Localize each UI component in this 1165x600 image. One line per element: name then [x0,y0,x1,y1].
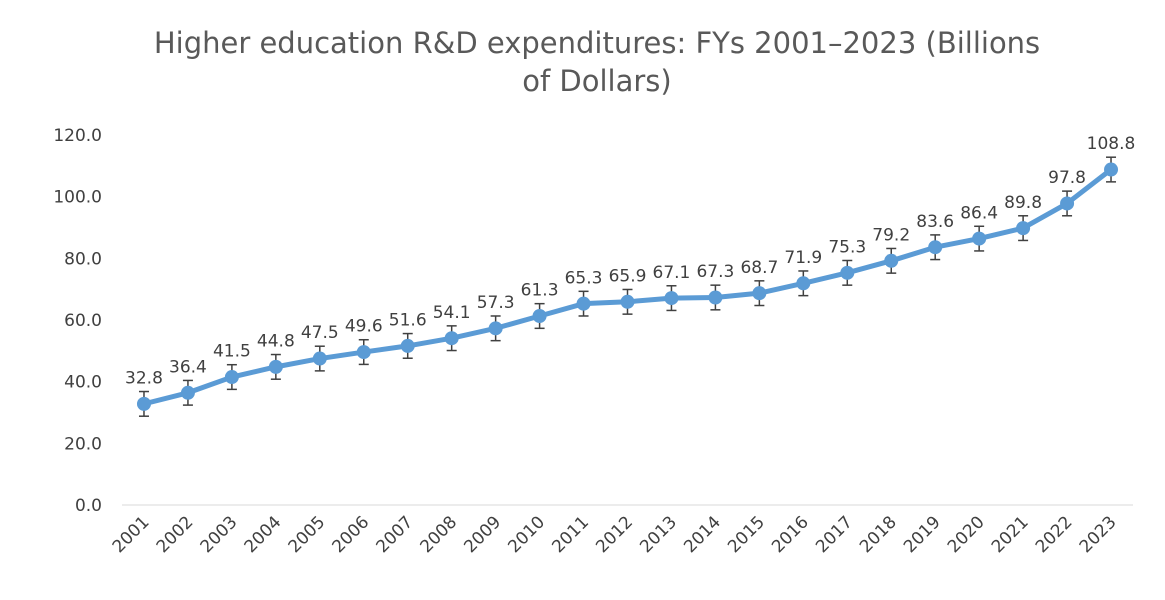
data-label: 57.3 [477,293,515,313]
x-tick-label: 2008 [416,512,461,557]
data-label: 67.1 [653,263,691,283]
data-label: 67.3 [696,262,734,282]
y-tick-label: 0.0 [75,496,102,516]
data-point [488,321,503,336]
x-tick-label: 2011 [548,512,593,557]
data-label: 97.8 [1048,168,1086,188]
data-point [576,296,591,311]
y-axis: 0.0 20.0 40.0 60.0 80.0 100.0 120.0 [53,126,102,516]
data-point [972,231,987,246]
data-point [620,294,635,309]
data-point [664,291,679,306]
data-label: 51.6 [389,311,427,331]
data-point [444,331,459,346]
x-tick-label: 2009 [460,512,505,557]
data-point [752,286,767,301]
data-point [268,359,283,374]
data-label: 32.8 [125,369,163,389]
data-point [796,276,811,291]
y-tick-label: 20.0 [64,434,102,454]
chart-title: Higher education R&D expenditures: FYs 2… [154,26,1040,98]
data-label: 86.4 [960,203,998,223]
x-tick-label: 2010 [504,512,549,557]
x-tick-label: 2021 [988,512,1033,557]
x-tick-label: 2006 [329,512,374,557]
x-tick-label: 2017 [812,512,857,557]
x-tick-label: 2023 [1076,512,1121,557]
x-tick-label: 2002 [153,512,198,557]
data-label: 65.3 [565,268,603,288]
data-point [1060,196,1075,211]
y-tick-label: 100.0 [53,188,102,208]
data-label: 44.8 [257,332,295,352]
x-tick-label: 2004 [241,512,286,557]
y-tick-label: 60.0 [64,311,102,331]
x-tick-label: 2015 [724,512,769,557]
data-point [312,351,327,366]
data-point [708,290,723,305]
data-label: 75.3 [828,237,866,257]
data-point [400,338,415,353]
y-tick-label: 120.0 [53,126,102,146]
x-tick-label: 2003 [197,512,242,557]
x-tick-label: 2014 [680,512,725,557]
data-point [884,253,899,268]
x-tick-label: 2001 [109,512,154,557]
chart-title-line-2: of Dollars) [522,64,671,98]
series-higher-education-rd: 32.8 36.4 41.5 44.8 47.5 49.6 51.6 54.1 57.3 61.3… [125,134,1136,417]
x-tick-label: 2022 [1032,512,1077,557]
data-label: 54.1 [433,303,471,323]
data-point [1016,221,1031,236]
x-axis: 2001 2002 2003 2004 2005 2006 2007 2008 2009 2010… [109,504,1133,557]
data-label: 47.5 [301,323,339,343]
y-tick-label: 80.0 [64,249,102,269]
x-tick-label: 2007 [373,512,418,557]
data-point [840,265,855,280]
data-point [928,240,943,255]
y-tick-label: 40.0 [64,373,102,393]
data-point [180,385,195,400]
data-label: 108.8 [1087,134,1136,154]
data-label: 68.7 [740,258,778,278]
x-tick-label: 2019 [900,512,945,557]
data-label: 61.3 [521,281,559,301]
x-tick-label: 2020 [944,512,989,557]
x-tick-label: 2005 [285,512,330,557]
chart-title-line-1: Higher education R&D expenditures: FYs 2… [154,26,1040,60]
data-label: 41.5 [213,342,251,362]
x-tick-label: 2012 [592,512,637,557]
data-point [1104,162,1119,177]
data-label: 65.9 [609,266,647,286]
data-point [356,345,371,360]
data-label: 49.6 [345,317,383,337]
data-label: 89.8 [1004,193,1042,213]
x-tick-label: 2016 [768,512,813,557]
data-label: 83.6 [916,212,954,232]
data-label: 79.2 [872,225,910,245]
data-point [224,370,239,385]
data-label: 36.4 [169,357,207,377]
x-tick-label: 2013 [636,512,681,557]
data-point [532,308,547,323]
data-point [136,396,151,411]
data-label: 71.9 [784,248,822,268]
x-tick-label: 2018 [856,512,901,557]
